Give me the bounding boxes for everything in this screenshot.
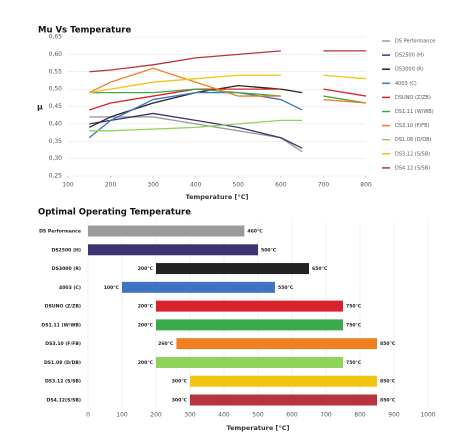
bar <box>156 319 343 331</box>
x-tick-label: 900 <box>388 412 400 419</box>
end-label: 550°C <box>278 285 294 291</box>
end-label: 750°C <box>346 360 362 366</box>
bar <box>88 244 258 256</box>
x-tick-label: 600 <box>275 182 287 189</box>
start-label: 100°C <box>104 285 120 291</box>
legend-label: DS3000 (R) <box>395 67 424 73</box>
y-tick-label: 0,35 <box>49 138 63 145</box>
y-tick-label: 0,50 <box>49 86 63 93</box>
x-tick-label: 500 <box>233 182 245 189</box>
category-label: DS4.12(S/SB) <box>47 398 81 404</box>
line-series <box>88 91 303 139</box>
start-label: 300°C <box>172 379 188 385</box>
bar <box>88 225 245 237</box>
end-label: 750°C <box>346 322 362 328</box>
line-series <box>89 74 367 94</box>
x-tick-label: 400 <box>218 412 230 419</box>
end-label: 850°C <box>380 341 396 347</box>
legend-label: DS4.12 (S/SB) <box>395 165 430 171</box>
x-tick-label: 700 <box>320 412 332 419</box>
y-tick-label: 0,25 <box>49 173 63 180</box>
bar <box>156 263 309 275</box>
category-label: DS1.11 (W/WB) <box>41 322 81 328</box>
legend-label: DS1.11 (W/WB) <box>395 109 434 115</box>
x-tick-label: 300 <box>147 182 159 189</box>
line-series <box>89 88 367 111</box>
x-tick-label: 300 <box>184 412 196 419</box>
legend-label: DS2500 (H) <box>395 53 424 59</box>
start-label: 260°C <box>158 341 174 347</box>
y-tick-label: 0,45 <box>49 103 63 110</box>
x-tick-label: 800 <box>360 182 372 189</box>
bar <box>190 375 377 387</box>
chart-title: Optimal Operating Temperature <box>38 208 191 218</box>
line-series <box>89 119 303 132</box>
bar <box>122 281 275 293</box>
category-label: DSUNO (Z/ZB) <box>45 304 81 310</box>
category-label: 4003 (C) <box>59 285 81 291</box>
x-tick-label: 500 <box>252 412 264 419</box>
legend-label: DS Performance <box>395 39 435 45</box>
x-tick-label: 700 <box>318 182 330 189</box>
category-label: DS1.08 (D/DB) <box>44 360 81 366</box>
y-axis-label: μ <box>37 103 43 112</box>
line-series <box>89 50 366 73</box>
start-label: 300°C <box>172 398 188 404</box>
end-label: 500°C <box>261 247 277 253</box>
end-label: 850°C <box>380 398 396 404</box>
end-label: 850°C <box>380 379 396 385</box>
legend-label: DS3.10 (F/FB) <box>395 123 430 129</box>
line-series <box>88 67 367 104</box>
bar <box>156 300 343 312</box>
x-tick-label: 0 <box>86 412 90 419</box>
end-label: 460°C <box>247 229 263 235</box>
x-tick-label: 1000 <box>420 412 435 419</box>
category-label: DS Performance <box>39 229 81 235</box>
x-tick-label: 100 <box>116 412 128 419</box>
start-label: 200°C <box>138 322 154 328</box>
y-tick-label: 0,30 <box>49 155 63 162</box>
end-label: 650°C <box>312 266 328 272</box>
bar <box>156 356 343 368</box>
chart-title: Mu Vs Temperature <box>38 26 131 36</box>
legend-label: 4003 (C) <box>395 81 417 87</box>
x-tick-label: 600 <box>286 412 298 419</box>
x-tick-label: 800 <box>354 412 366 419</box>
x-tick-label: 200 <box>150 412 162 419</box>
y-tick-label: 0,55 <box>49 68 63 75</box>
bar <box>176 338 377 350</box>
legend-label: DS3.12 (S/SB) <box>395 151 430 157</box>
x-axis-label: Temperature [°C] <box>186 193 249 201</box>
x-tick-label: 100 <box>62 182 74 189</box>
category-label: DS3.12 (S/SB) <box>45 379 81 385</box>
x-tick-label: 200 <box>105 182 117 189</box>
end-label: 750°C <box>346 304 362 310</box>
legend-label: DSUNO (Z/ZB) <box>395 95 431 101</box>
x-axis-label: Temperature [°C] <box>227 424 290 432</box>
category-label: DS2500 (H) <box>51 247 81 253</box>
y-tick-label: 0,65 <box>49 34 63 41</box>
start-label: 200°C <box>138 304 154 310</box>
y-tick-label: 0,60 <box>49 51 63 58</box>
category-label: DS3.10 (F/FB) <box>45 341 81 347</box>
x-tick-label: 400 <box>190 182 202 189</box>
start-label: 200°C <box>138 266 154 272</box>
bar <box>190 394 377 406</box>
legend-label: DS1.08 (D/DB) <box>395 137 432 143</box>
start-label: 200°C <box>138 360 154 366</box>
category-label: DS3000 (R) <box>52 266 81 272</box>
y-tick-label: 0,40 <box>49 120 63 127</box>
